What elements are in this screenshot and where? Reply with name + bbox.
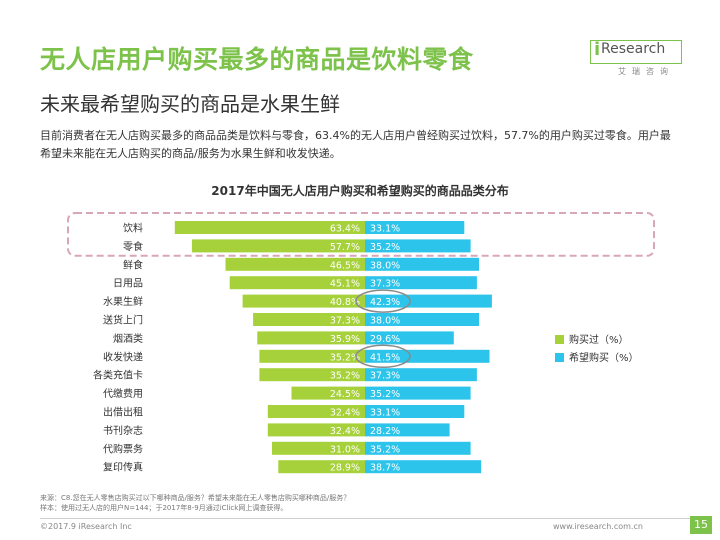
label-bought-12: 31.0% [330, 444, 360, 455]
label-wish-4: 42.3% [370, 297, 400, 308]
category-label-12: 代购票务 [103, 442, 143, 455]
bar-bought-8 [259, 368, 365, 382]
bar-wish-1 [365, 239, 471, 253]
label-bought-13: 28.9% [330, 463, 360, 474]
page-number: 15 [690, 516, 712, 534]
legend-swatch-0 [555, 335, 564, 344]
copyright: ©2017.9 iResearch Inc [40, 522, 132, 531]
legend-label-1: 希望购买（%） [569, 351, 639, 364]
bar-bought-2 [225, 257, 365, 271]
source-line-2: 样本：使用过无人店的用户N=144；于2017年8-9月通过iClick网上调查… [40, 504, 288, 512]
summary-text: 目前消费者在无人店购买最多的商品品类是饮料与零食，63.4%的无人店用户曾经购买… [40, 129, 671, 160]
bar-bought-4 [242, 294, 365, 308]
legend-label-0: 购买过（%） [569, 333, 629, 346]
label-bought-8: 35.2% [330, 371, 360, 382]
label-wish-3: 37.3% [370, 279, 400, 290]
label-bought-9: 24.5% [330, 389, 360, 400]
category-label-2: 鲜食 [123, 258, 143, 271]
category-label-11: 书刊杂志 [103, 424, 143, 437]
source-line-1: 来源：C8.您在无人零售店购买过以下哪种商品/服务？希望未来能在无人零售店购买哪… [40, 494, 351, 502]
bar-wish-3 [365, 276, 477, 290]
bar-bought-1 [191, 239, 365, 253]
category-label-4: 水果生鲜 [103, 295, 143, 308]
bar-bought-3 [229, 276, 365, 290]
highlight-circle-1 [355, 344, 411, 369]
label-wish-11: 28.2% [370, 426, 400, 437]
logo-i: i [594, 39, 601, 60]
bar-bought-10 [267, 405, 365, 418]
label-bought-5: 37.3% [330, 316, 360, 327]
label-bought-6: 35.9% [330, 334, 360, 345]
bar-wish-0 [365, 221, 465, 234]
bar-wish-9 [365, 386, 471, 400]
category-label-5: 送货上门 [103, 314, 143, 327]
bar-wish-2 [365, 257, 479, 271]
logo-subtext: 艾瑞咨询 [618, 67, 674, 76]
label-wish-1: 35.2% [370, 242, 400, 253]
bar-bought-7 [259, 349, 365, 363]
label-wish-2: 38.0% [370, 260, 400, 271]
bar-bought-12 [272, 441, 365, 455]
bar-bought-13 [278, 460, 365, 474]
source-note: 来源：C8.您在无人零售店购买过以下哪种商品/服务？希望未来能在无人零售店购买哪… [40, 493, 350, 513]
label-wish-8: 37.3% [370, 371, 400, 382]
category-label-9: 代缴费用 [103, 387, 143, 400]
bar-wish-11 [365, 423, 450, 437]
category-label-1: 零食 [123, 240, 143, 253]
bar-wish-13 [365, 460, 482, 474]
label-wish-12: 35.2% [370, 444, 400, 455]
label-wish-10: 33.1% [370, 408, 400, 419]
label-bought-10: 32.4% [330, 408, 360, 419]
bar-wish-7 [365, 349, 490, 363]
label-wish-7: 41.5% [370, 352, 400, 363]
website-link[interactable]: www.iresearch.com.cn [553, 522, 643, 531]
bar-wish-4 [365, 294, 492, 308]
bar-bought-5 [253, 313, 365, 326]
label-bought-3: 45.1% [330, 279, 360, 290]
bar-bought-9 [291, 386, 365, 400]
logo-frame [590, 40, 682, 64]
category-label-10: 出借出租 [103, 406, 143, 419]
category-label-13: 复印传真 [103, 461, 143, 474]
bar-wish-10 [365, 405, 465, 418]
iresearch-logo: i Research 艾瑞咨询 [590, 36, 684, 78]
label-bought-0: 63.4% [330, 224, 360, 235]
highlight-circle-0 [355, 289, 411, 313]
label-wish-9: 35.2% [370, 389, 400, 400]
legend-swatch-1 [555, 353, 564, 362]
footer-divider [40, 518, 705, 519]
label-bought-11: 32.4% [330, 426, 360, 437]
label-wish-6: 29.6% [370, 334, 400, 345]
bar-bought-11 [267, 423, 365, 437]
category-label-3: 日用品 [113, 278, 143, 290]
page-subtitle: 未来最希望购买的商品是水果生鲜 [40, 92, 340, 116]
bar-wish-8 [365, 368, 477, 382]
category-label-7: 收发快递 [103, 350, 143, 363]
logo-research: Research [601, 41, 666, 57]
bar-wish-6 [365, 331, 454, 345]
label-wish-13: 38.7% [370, 463, 400, 474]
bar-bought-0 [174, 221, 365, 234]
bar-wish-5 [365, 313, 479, 326]
label-bought-4: 40.8% [330, 297, 360, 308]
label-bought-2: 46.5% [330, 260, 360, 271]
bar-bought-6 [257, 331, 365, 345]
bar-wish-12 [365, 441, 471, 455]
label-wish-5: 38.0% [370, 316, 400, 327]
chart-title: 2017年中国无人店用户购买和希望购买的商品品类分布 [211, 184, 509, 198]
highlight-box [67, 212, 655, 257]
category-label-0: 饮料 [123, 222, 143, 235]
category-label-6: 烟酒类 [113, 332, 143, 345]
label-wish-0: 33.1% [370, 224, 400, 235]
category-label-8: 各类充值卡 [93, 369, 143, 382]
label-bought-1: 57.7% [330, 242, 360, 253]
page-title: 无人店用户购买最多的商品是饮料零食 [40, 45, 474, 74]
label-bought-7: 35.2% [330, 352, 360, 363]
